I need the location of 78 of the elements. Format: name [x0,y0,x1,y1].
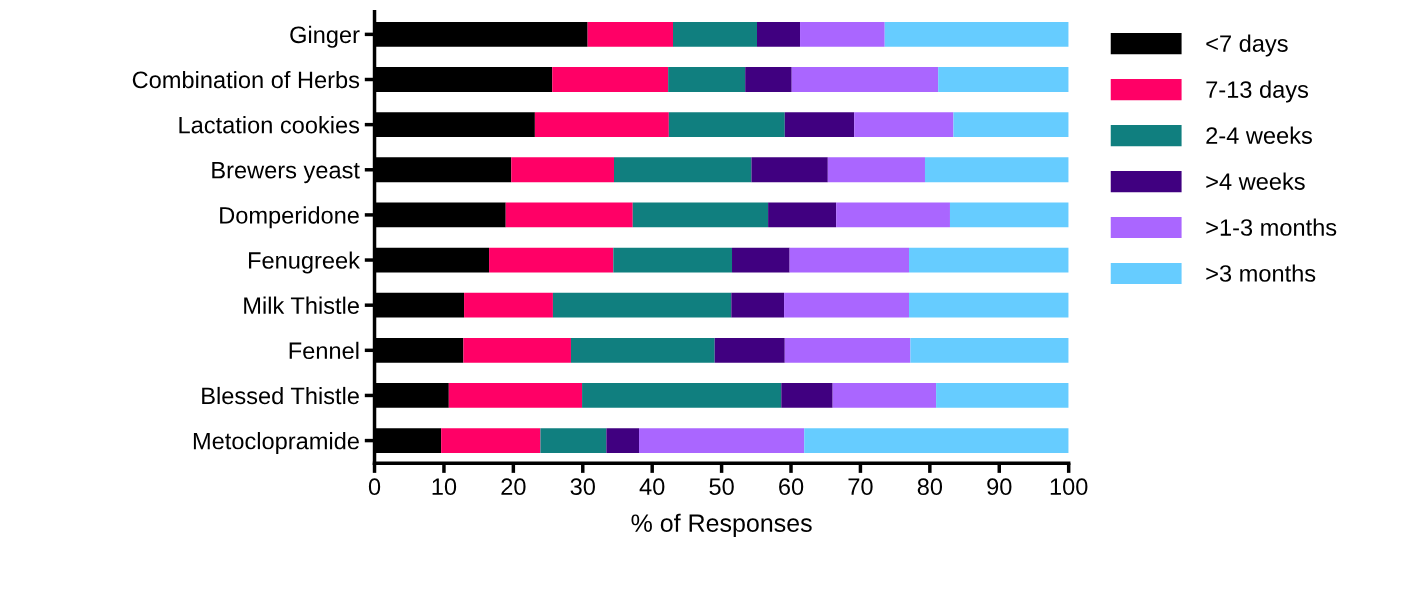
bar [909,247,1069,273]
bar [464,292,553,318]
legend-label: >3 months [1206,264,1316,282]
legend-label: 2-4 weeks [1206,126,1312,144]
bar [534,112,669,138]
bar [791,67,939,92]
legend-label: 7-13 days [1206,80,1309,103]
bar [884,21,1069,47]
bar [570,337,715,363]
bar [781,383,833,408]
legend-label: >4 weeks [1206,172,1305,190]
bar [511,157,615,183]
bar [784,292,910,318]
bar [639,428,805,453]
legend-label: <7 days [1206,34,1288,57]
bar [668,112,785,138]
bar [448,383,583,408]
bar [909,292,1069,318]
x-tick-label: 80 [917,478,943,496]
bar [582,383,782,408]
bar [827,157,925,183]
bar [949,202,1069,228]
bar [463,337,571,363]
bar [757,21,801,47]
bar [784,337,911,363]
bar [924,157,1069,183]
bar [936,383,1069,408]
y-tick-label: Milk Thistle [244,296,359,314]
bar [441,428,541,453]
y-tick-label: Fenugreek [249,251,360,274]
bar [606,428,639,453]
y-tick-label: Combination of Herbs [132,70,360,89]
bar [800,21,885,47]
x-tick-label: 30 [570,478,595,496]
x-tick-label: 50 [709,478,734,496]
bar [768,202,837,228]
bar [552,292,732,318]
bar [910,337,1069,363]
bar [789,247,910,273]
bar [540,428,607,453]
x-tick-label: 40 [639,478,665,496]
x-tick-label: 100 [1050,478,1088,496]
y-tick-label: Blessed Thistle [202,386,359,405]
bar [854,112,954,138]
bar [751,157,828,183]
bar [804,428,1069,453]
x-tick-label: 20 [501,478,526,496]
bar [836,202,950,228]
bar [832,383,937,408]
y-tick-label: Fennel [289,341,359,360]
bar [953,112,1069,138]
bar [505,202,633,228]
y-tick-label: Lactation cookies [179,116,360,134]
bar [668,67,746,92]
legend-label: >1-3 months [1206,218,1337,236]
y-tick-label: Metoclopramide [193,432,359,455]
y-tick-label: Ginger [290,25,360,48]
bar [632,202,769,228]
bar [673,21,757,47]
bar [552,67,669,92]
bar [614,157,752,183]
bar [745,67,792,92]
bar [714,337,785,363]
bar [732,247,790,273]
x-tick-label: 10 [432,478,457,496]
x-tick-label: 60 [779,478,804,496]
bar [938,67,1069,92]
x-axis-title: % of Responses [631,513,812,537]
bar [613,247,733,273]
y-tick-label: Domperidone [220,206,359,229]
bar [784,112,855,138]
bar [731,292,785,318]
x-tick-label: 70 [848,478,873,496]
x-tick-label: 90 [987,478,1012,496]
bar [489,247,614,273]
bar [587,21,674,47]
y-tick-label: Brewers yeast [212,162,360,184]
x-tick-label: 0 [368,478,381,496]
